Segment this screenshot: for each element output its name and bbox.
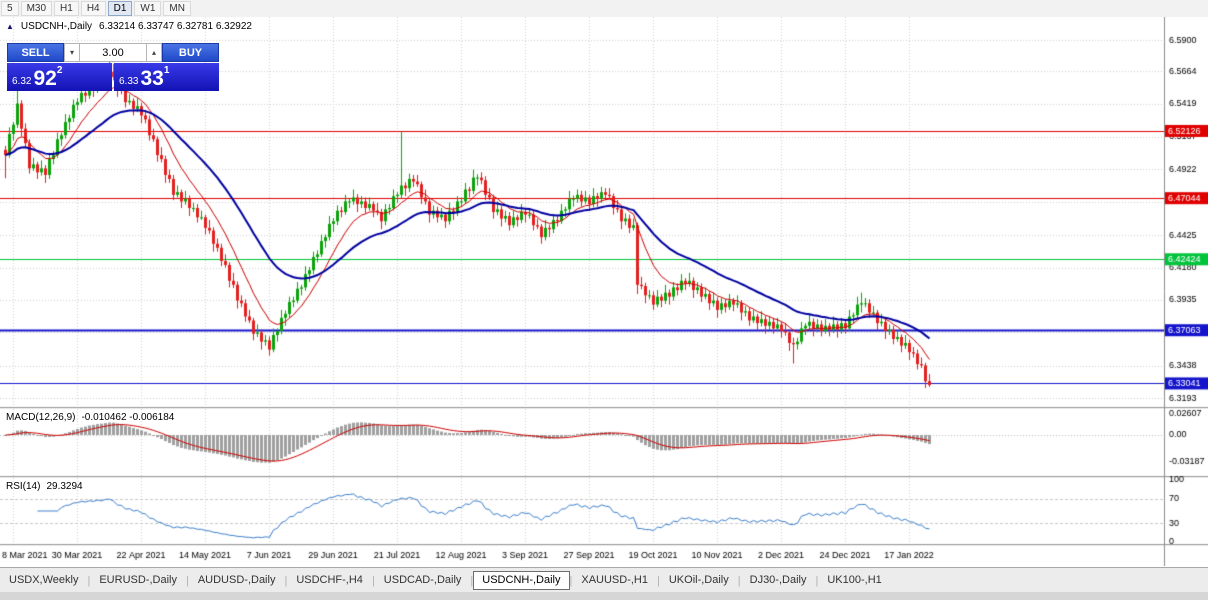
- symbol-tab-uk100-h1[interactable]: UK100-,H1: [827, 574, 882, 586]
- chart-tab-bar: USDX,Weekly | EURUSD-,Daily | AUDUSD-,Daily |…: [0, 567, 1208, 593]
- symbol-tab-xauusd-h1[interactable]: XAUUSD-,H1: [581, 574, 648, 586]
- timeframe-button-m30[interactable]: M30: [20, 1, 53, 16]
- buy-button[interactable]: BUY: [162, 43, 219, 62]
- sell-price-panel[interactable]: 6.32 92 2: [7, 63, 112, 91]
- macd-indicator-label: MACD(12,26,9) -0.010462 -0.006184: [6, 412, 174, 423]
- tab-separator: |: [87, 574, 91, 587]
- price-chart-canvas[interactable]: [0, 17, 1208, 566]
- symbol-tab-eurusd-daily[interactable]: EURUSD-,Daily: [99, 574, 177, 586]
- symbol-tab-dj30-daily[interactable]: DJ30-,Daily: [749, 574, 807, 586]
- tab-separator: |: [569, 574, 573, 587]
- volume-dropdown-button[interactable]: ▾: [64, 43, 80, 62]
- oct-prices-row: 6.32 92 2 6.33 33 1: [7, 63, 219, 91]
- one-click-trading-panel: SELL ▾ ▴ BUY 6.32 92 2 6.33 33 1: [7, 43, 219, 91]
- symbol-tab-usdcnh-daily[interactable]: USDCNH-,Daily: [473, 571, 570, 590]
- volume-increase-button[interactable]: ▴: [146, 43, 162, 62]
- rsi-name: RSI(14): [6, 481, 41, 492]
- timeframe-button-mn[interactable]: MN: [163, 1, 191, 16]
- macd-name: MACD(12,26,9): [6, 412, 76, 423]
- tab-separator: |: [737, 574, 741, 587]
- tab-separator: |: [185, 574, 189, 587]
- chevron-down-icon: ▾: [69, 48, 74, 57]
- symbol-tab-usdx-weekly[interactable]: USDX,Weekly: [9, 574, 79, 586]
- bid-big-digits: 92: [33, 67, 57, 90]
- buy-price-panel[interactable]: 6.33 33 1: [114, 63, 219, 91]
- timeframe-button-h4[interactable]: H4: [80, 1, 106, 16]
- timeframe-toolbar: 5 M30 H1 H4 D1 W1 MN: [0, 0, 1208, 18]
- symbol-tab-usdchf-h4[interactable]: USDCHF-,H4: [296, 574, 363, 586]
- symbol-tab-ukoil-daily[interactable]: UKOil-,Daily: [668, 574, 729, 586]
- macd-values: -0.010462 -0.006184: [81, 412, 175, 423]
- rsi-indicator-label: RSI(14) 29.3294: [6, 481, 83, 492]
- symbol-tab-usdcad-daily[interactable]: USDCAD-,Daily: [383, 574, 462, 586]
- timeframe-button-5[interactable]: 5: [1, 1, 19, 16]
- chevron-up-icon: ▴: [151, 48, 156, 57]
- tab-separator: |: [657, 574, 660, 587]
- tab-separator: |: [815, 574, 819, 587]
- timeframe-button-w1[interactable]: W1: [134, 1, 162, 16]
- ask-pip-digit: 1: [163, 65, 170, 76]
- one-click-trading-toggle-icon[interactable]: ▲: [6, 21, 14, 31]
- ohlc-readout: 6.33214 6.33747 6.32781 6.32922: [99, 21, 252, 32]
- tab-separator: |: [470, 574, 474, 587]
- oct-controls-row: SELL ▾ ▴ BUY: [7, 43, 219, 62]
- symbol-tab-audusd-daily[interactable]: AUDUSD-,Daily: [197, 574, 276, 586]
- ask-big-digits: 33: [140, 67, 164, 90]
- timeframe-button-h1[interactable]: H1: [54, 1, 79, 16]
- window-bottom-strip: [0, 592, 1208, 600]
- sell-button[interactable]: SELL: [7, 43, 64, 62]
- timeframe-button-d1[interactable]: D1: [107, 1, 133, 16]
- ask-prefix: 6.33: [119, 76, 139, 87]
- symbol-period-label: USDCNH-,Daily: [20, 21, 93, 32]
- symbol-info: ▲ USDCNH-,Daily 6.33214 6.33747 6.32781 …: [6, 21, 252, 32]
- bid-prefix: 6.32: [12, 76, 32, 87]
- bid-pip-digit: 2: [56, 65, 63, 76]
- rsi-value: 29.3294: [46, 481, 83, 492]
- volume-input[interactable]: [80, 43, 146, 62]
- tab-separator: |: [284, 574, 288, 587]
- tab-separator: |: [371, 574, 375, 587]
